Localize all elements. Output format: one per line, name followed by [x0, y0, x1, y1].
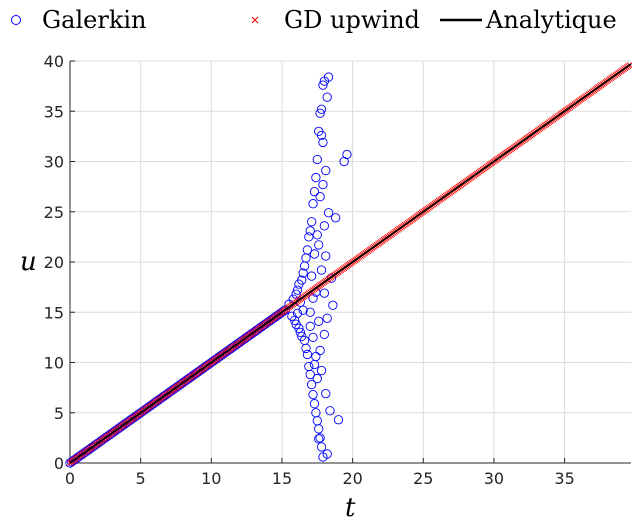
galerkin-point — [302, 245, 313, 255]
x-tick-label: 0 — [65, 469, 75, 488]
galerkin-point — [295, 327, 305, 337]
galerkin-point — [298, 305, 308, 315]
galerkin-point — [302, 349, 313, 360]
legend-gd-upwind-label: GD upwind — [284, 6, 420, 34]
galerkin-point — [294, 323, 304, 333]
y-tick-label: 25 — [44, 203, 64, 222]
galerkin-point — [306, 271, 317, 281]
galerkin-point — [315, 108, 325, 118]
tick-labels: 0 5 10 15 20 25 30 35 0 5 10 15 20 25 30 35 40 — [44, 52, 575, 488]
galerkin-point — [312, 154, 322, 165]
legend-gd-upwind-marker — [251, 16, 259, 24]
y-tick-label: 5 — [54, 404, 64, 423]
galerkin-point — [305, 369, 315, 380]
galerkin-point — [315, 433, 325, 443]
galerkin-point — [333, 415, 344, 425]
galerkin-point — [316, 130, 327, 141]
galerkin-point — [301, 343, 311, 354]
galerkin-point — [305, 307, 315, 317]
y-tick-label: 15 — [44, 303, 64, 322]
galerkin-point — [298, 268, 308, 278]
galerkin-point — [316, 365, 327, 376]
galerkin-point — [323, 72, 334, 82]
galerkin-point — [321, 251, 331, 261]
galerkin-point — [318, 80, 328, 90]
x-tick-label: 30 — [484, 469, 504, 488]
x-tick-label: 25 — [413, 469, 433, 488]
galerkin-point — [315, 345, 325, 356]
galerkin-point — [291, 289, 301, 299]
galerkin-point — [292, 308, 303, 318]
galerkin-point — [306, 379, 317, 390]
galerkin-point — [312, 230, 322, 240]
galerkin-point — [308, 332, 318, 343]
galerkin-point — [309, 359, 320, 370]
galerkin-point — [323, 208, 334, 218]
galerkin-point — [314, 316, 324, 326]
galerkin-point — [319, 221, 330, 231]
x-tick-label: 35 — [554, 469, 574, 488]
galerkin-point — [316, 265, 327, 275]
legend-galerkin-marker — [11, 15, 21, 25]
galerkin-point — [319, 329, 330, 340]
galerkin-point — [316, 104, 327, 114]
galerkin-point — [318, 137, 328, 148]
data-layer — [65, 62, 632, 468]
legend: Galerkin GD upwind Analytique — [11, 6, 617, 34]
galerkin-point — [306, 217, 317, 227]
x-tick-label: 10 — [201, 469, 221, 488]
y-tick-label: 0 — [54, 454, 64, 473]
galerkin-point — [331, 213, 341, 223]
galerkin-point — [304, 232, 314, 242]
legend-galerkin-label: Galerkin — [42, 6, 147, 34]
x-tick-label: 20 — [342, 469, 362, 488]
galerkin-point — [309, 399, 320, 409]
galerkin-point — [322, 92, 332, 102]
x-axis-label: t — [345, 493, 356, 523]
y-tick-label: 35 — [44, 102, 64, 121]
galerkin-point — [297, 275, 307, 285]
galerkin-point — [309, 249, 320, 259]
y-axis-label: u — [20, 247, 37, 277]
galerkin-point — [314, 240, 324, 250]
galerkin-point — [318, 179, 328, 190]
x-tick-label: 15 — [272, 469, 292, 488]
galerkin-point — [321, 165, 331, 176]
galerkin-point — [321, 389, 331, 399]
galerkin-point — [314, 434, 324, 444]
galerkin-point — [328, 300, 338, 310]
galerkin-point — [305, 226, 315, 236]
axes — [69, 60, 631, 464]
galerkin-point — [342, 149, 352, 160]
y-tick-label: 30 — [44, 153, 64, 172]
galerkin-point — [311, 172, 321, 183]
galerkin-point — [308, 199, 318, 209]
y-tick-label: 20 — [44, 253, 64, 272]
galerkin-point — [309, 186, 320, 197]
galerkin-point — [308, 390, 318, 400]
galerkin-point — [312, 373, 322, 384]
analytique-line — [69, 63, 632, 464]
x-tick-label: 5 — [136, 469, 146, 488]
galerkin-point — [315, 192, 325, 202]
galerkin-point — [322, 313, 332, 323]
galerkin-point — [322, 449, 332, 459]
y-tick-label: 10 — [44, 354, 64, 373]
galerkin-point — [316, 442, 327, 452]
y-tick-label: 40 — [44, 52, 64, 71]
grid — [69, 60, 631, 464]
galerkin-point — [314, 424, 324, 434]
galerkin-point — [305, 321, 315, 331]
galerkin-point — [308, 293, 318, 303]
legend-analytique-label: Analytique — [485, 6, 617, 34]
galerkin-point — [325, 406, 335, 416]
galerkin-point — [292, 285, 303, 295]
galerkin-point — [319, 288, 330, 298]
